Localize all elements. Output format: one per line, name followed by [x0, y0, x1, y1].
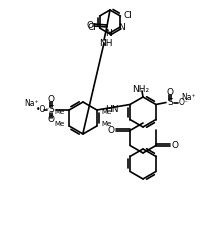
Text: O⁻: O⁻: [178, 98, 188, 107]
Text: O: O: [47, 116, 54, 124]
Text: O: O: [171, 141, 178, 150]
Text: O: O: [107, 126, 114, 135]
Text: S: S: [48, 106, 54, 114]
Text: O: O: [47, 96, 54, 104]
Text: O: O: [166, 88, 173, 97]
Text: N: N: [105, 29, 112, 37]
Text: NH₂: NH₂: [132, 84, 149, 94]
Text: Me: Me: [54, 109, 64, 115]
Text: N: N: [117, 22, 124, 32]
Text: Me: Me: [101, 121, 112, 127]
Text: Na⁺: Na⁺: [24, 99, 38, 109]
Text: Cl: Cl: [87, 24, 96, 32]
Text: NH: NH: [99, 39, 112, 47]
Text: Me: Me: [54, 121, 64, 127]
Text: Me: Me: [101, 109, 112, 115]
Text: S: S: [166, 98, 172, 107]
Text: •O⁻: •O⁻: [36, 106, 50, 114]
Text: Cl: Cl: [123, 12, 132, 20]
Text: Na⁺: Na⁺: [181, 93, 195, 102]
Text: HN: HN: [104, 105, 118, 114]
Text: O: O: [86, 20, 93, 30]
